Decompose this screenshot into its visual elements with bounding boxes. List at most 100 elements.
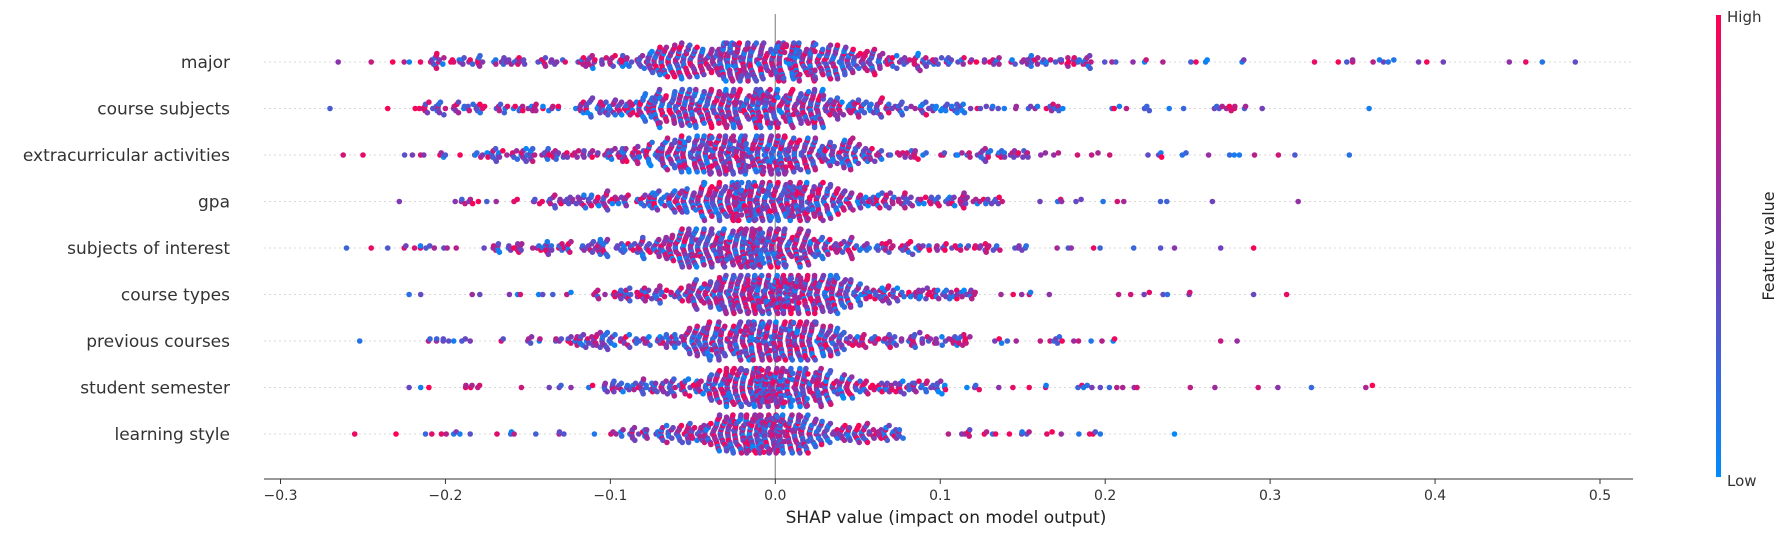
shap-dot xyxy=(738,309,744,315)
shap-dot xyxy=(775,133,781,139)
shap-dot xyxy=(701,262,707,268)
shap-dot xyxy=(554,59,560,65)
shap-dot xyxy=(776,356,782,362)
shap-dot xyxy=(813,319,819,325)
shap-dot xyxy=(1234,338,1240,344)
shap-dot xyxy=(686,376,692,382)
shap-dot xyxy=(796,300,802,306)
shap-dot xyxy=(842,138,848,144)
shap-dot xyxy=(1187,290,1193,296)
shap-dot xyxy=(533,102,539,108)
shap-dot xyxy=(1165,292,1171,298)
shap-dot xyxy=(806,120,812,126)
shap-dot xyxy=(687,74,693,80)
shap-dot xyxy=(738,357,744,363)
shap-dot xyxy=(742,133,748,139)
shap-dot xyxy=(1089,152,1095,158)
shap-dot xyxy=(933,104,939,110)
shap-dot xyxy=(1251,292,1257,298)
shap-dot xyxy=(908,239,914,245)
shap-dot xyxy=(723,87,729,93)
shap-dot xyxy=(605,237,611,243)
shap-dot xyxy=(888,152,894,158)
shap-dot xyxy=(546,385,552,391)
shap-dot xyxy=(708,170,714,176)
shap-dot xyxy=(961,55,967,61)
shap-dot xyxy=(619,99,625,105)
shap-dot xyxy=(798,227,804,233)
shap-dot xyxy=(839,99,845,105)
shap-dot xyxy=(849,190,855,196)
shap-dot xyxy=(986,243,992,249)
shap-dot xyxy=(519,385,525,391)
shap-dot xyxy=(737,87,743,93)
shap-dot xyxy=(418,292,424,298)
shap-dot xyxy=(849,256,855,262)
shap-dot xyxy=(730,228,736,234)
shap-dot xyxy=(498,102,504,108)
shap-dot xyxy=(902,190,908,196)
shap-dot xyxy=(657,120,663,126)
shap-dot xyxy=(806,311,812,317)
shap-dot xyxy=(820,125,826,131)
shap-dot xyxy=(798,357,804,363)
shap-dot xyxy=(835,42,841,48)
shap-dot xyxy=(507,292,513,298)
shap-dot xyxy=(672,209,678,215)
shap-dot xyxy=(875,247,881,253)
shap-dot xyxy=(935,195,941,201)
shap-dot xyxy=(709,125,715,131)
shap-dot xyxy=(627,332,633,338)
shap-dot xyxy=(1523,59,1529,65)
shap-dot xyxy=(619,381,625,387)
shap-dot xyxy=(456,110,462,116)
shap-dot xyxy=(1241,57,1247,63)
shap-dot xyxy=(613,97,619,103)
shap-dot xyxy=(1059,57,1065,63)
shap-dot xyxy=(469,383,475,389)
shap-dot xyxy=(686,169,692,175)
shap-dot xyxy=(813,42,819,48)
shap-dot xyxy=(646,334,652,340)
shap-dot xyxy=(717,399,723,405)
shap-dot xyxy=(552,192,558,198)
shap-dot xyxy=(848,277,854,283)
shap-dot xyxy=(709,261,715,267)
shap-dot xyxy=(861,332,867,338)
shap-dot xyxy=(730,78,736,84)
shap-dot xyxy=(467,108,473,114)
shap-dot xyxy=(879,156,885,162)
shap-dot xyxy=(789,276,795,282)
shap-dot xyxy=(820,180,826,186)
shap-dot xyxy=(1076,57,1082,63)
shap-dot xyxy=(590,95,596,101)
shap-dot xyxy=(731,262,737,268)
shap-dot xyxy=(842,188,848,194)
shap-dot xyxy=(776,227,782,233)
shap-dot xyxy=(583,205,589,211)
shap-dot xyxy=(592,57,598,63)
shap-dot xyxy=(754,78,760,84)
shap-dot xyxy=(1112,336,1118,342)
shap-dot xyxy=(791,320,797,326)
shap-dot xyxy=(821,93,827,99)
shap-dot xyxy=(790,87,796,93)
shap-dot xyxy=(745,277,751,283)
shap-dot xyxy=(687,326,693,332)
shap-dot xyxy=(558,383,564,389)
shap-dot xyxy=(1237,152,1243,158)
shap-dot xyxy=(612,53,618,59)
shap-dot xyxy=(1232,152,1238,158)
shap-dot xyxy=(776,260,782,266)
shap-dot xyxy=(671,258,677,264)
shap-dot xyxy=(635,144,641,150)
shap-dot xyxy=(782,319,788,325)
shap-dot xyxy=(637,154,643,160)
shap-dot xyxy=(879,148,885,154)
shap-dot xyxy=(1059,199,1065,205)
shap-dot xyxy=(835,311,841,317)
shap-dot xyxy=(841,165,847,171)
shap-dot xyxy=(512,104,518,110)
shap-dot xyxy=(406,292,412,298)
shap-dot xyxy=(821,273,827,279)
